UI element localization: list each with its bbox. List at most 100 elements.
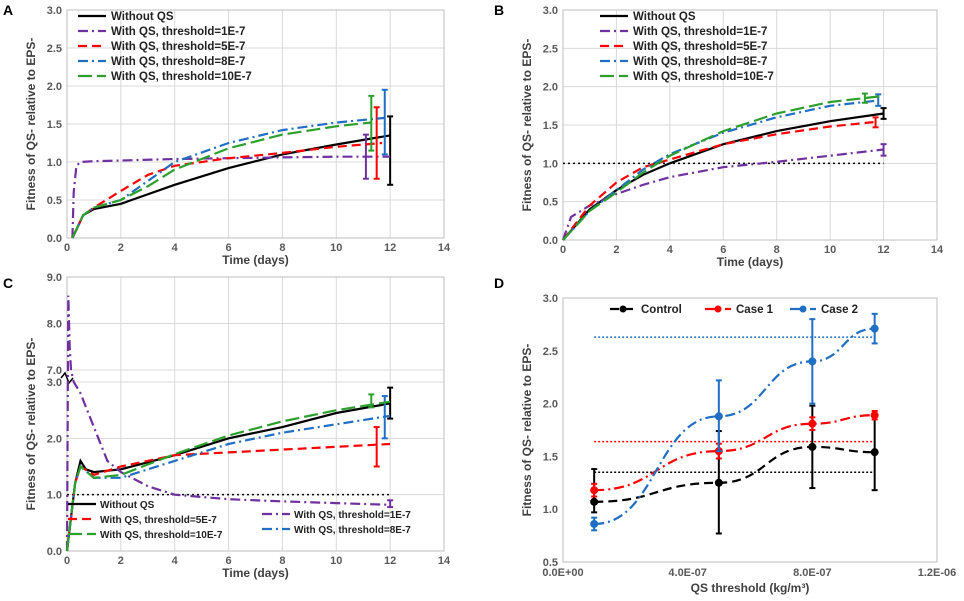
panel-c-legend-label: With QS, threshold=5E-7 <box>100 515 217 526</box>
panel-a-xtick-label: 12 <box>384 242 396 254</box>
panel-label-b: B <box>494 2 504 18</box>
panel-c-legend-label: With QS, threshold=10E-7 <box>100 530 223 541</box>
panel-b-y-axis-label: Fitness of QS- relative to EPS- <box>520 39 534 212</box>
panel-a-ytick-label: 0.0 <box>47 233 62 245</box>
panel-d-x-axis-label: QS threshold (kg/m³) <box>691 581 810 595</box>
panel-d-series-case-2-point <box>714 412 723 421</box>
panel-b-ytick-label: 0.5 <box>543 197 558 209</box>
panel-b-xtick-label: 6 <box>720 244 726 256</box>
panel-d-y-axis-label: Fitness of QS- relative to EPS- <box>520 344 534 517</box>
panel-b-series-with-qs-threshold-1e-7 <box>561 148 884 241</box>
panel-b-ytick-label: 0.0 <box>543 235 558 247</box>
panel-a-ytick-label: 3.0 <box>47 5 62 17</box>
panel-d-ytick-label: 1.0 <box>543 504 558 516</box>
panel-d-chart: 0.5 1.0 1.5 2.0 2.5 3.0 0.0E+00 4.0E-07 8.0E-07 1… <box>520 293 956 595</box>
panel-a-xtick-label: 0 <box>64 242 70 254</box>
panel-b-xtick-label: 8 <box>774 244 780 256</box>
panel-d-legend-label: Case 1 <box>736 304 774 316</box>
panel-d-legend-label: Case 2 <box>821 304 858 316</box>
panel-b-plot-border <box>562 9 938 241</box>
panel-d-ytick-label: 1.5 <box>543 451 558 463</box>
panel-c-xtick-label: 8 <box>279 555 285 567</box>
panel-c-series-without-qs <box>65 402 391 552</box>
panel-a-ytick-label: 2.0 <box>47 81 62 93</box>
panel-a-xtick-label: 10 <box>330 242 342 254</box>
panel-b-legend-label: With QS, threshold=10E-7 <box>633 71 774 83</box>
panel-b-legend-label: With QS, threshold=5E-7 <box>633 41 767 53</box>
panel-d-ytick-label: 3.0 <box>543 293 558 305</box>
panel-b-series-with-qs-threshold-10e-7 <box>562 94 884 241</box>
panel-b-ytick-label: 2.0 <box>543 82 558 94</box>
panel-b-legend-label: With QS, threshold=8E-7 <box>633 56 767 68</box>
panel-d-series-case-1-point <box>590 486 599 495</box>
panel-c-legend-label: Without QS <box>100 500 155 511</box>
panel-d-series-control <box>594 445 875 503</box>
panel-a-ytick-label: 2.5 <box>47 43 62 55</box>
panel-d-legend-marker <box>714 305 722 313</box>
panel-c-ytick-label: 1.0 <box>47 490 62 502</box>
panel-d-xtick-label: 0.0E+00 <box>542 567 583 579</box>
panel-c-axis-break-mark <box>60 371 74 385</box>
panel-c-ytick-label: 2.0 <box>47 433 62 445</box>
panel-a-legend-label: With QS, threshold=1E-7 <box>111 26 245 38</box>
panel-a-xtick-label: 8 <box>279 242 285 254</box>
panel-d-series-control-point <box>590 497 599 506</box>
panel-d-ytick-label: 2.5 <box>543 346 558 358</box>
panel-c-xtick-label: 10 <box>330 555 342 567</box>
panel-c-chart: 0.0 1.0 2.0 3.07.0 8.0 9.0 0 2 4 6 8 10 12 14 Time (da… <box>24 272 451 580</box>
panel-c-series-with-qs-threshold-1e-7 <box>65 295 391 552</box>
panel-b-series-with-qs-threshold-5e-7 <box>562 120 876 241</box>
panel-c-xtick-label: 0 <box>64 555 70 567</box>
panel-c-series-with-qs-threshold-8e-7 <box>65 414 391 552</box>
panel-b-xtick-label: 14 <box>931 244 944 256</box>
panel-b-series-without-qs <box>562 112 884 241</box>
panel-a-legend-label: Without QS <box>111 11 174 23</box>
panel-d-legend-marker <box>799 305 807 313</box>
panel-a-plot-border <box>66 9 445 239</box>
panel-c-ytick-label: 9.0 <box>47 272 62 284</box>
panel-b-legend-label: Without QS <box>633 11 696 23</box>
panel-d-ytick-label: 0.5 <box>543 557 558 569</box>
panel-c-ytick-label: 3.0 <box>47 377 62 389</box>
panel-b-ytick-label: 1.0 <box>543 158 558 170</box>
panel-c-series-with-qs-threshold-10e-7 <box>65 400 391 552</box>
panel-d-series-case-1 <box>594 414 875 492</box>
panel-c-xtick-label: 2 <box>118 555 124 567</box>
panel-label-a: A <box>3 2 13 18</box>
panel-label-d: D <box>494 275 504 291</box>
panel-a-legend-label: With QS, threshold=8E-7 <box>111 56 245 68</box>
panel-c-xtick-label: 6 <box>226 555 232 567</box>
panel-a-xtick-label: 4 <box>172 242 179 254</box>
panel-c-xtick-label: 4 <box>172 555 179 567</box>
panel-b-chart: 0.0 0.5 1.0 1.5 2.0 2.5 3.0 0 2 4 6 8 10 12 14 Time (da… <box>520 5 944 269</box>
panel-b-x-axis-label: Time (days) <box>717 255 783 269</box>
panel-b-series-with-qs-threshold-8e-7 <box>562 99 879 241</box>
panel-a-y-axis-label: Fitness of QS- relative to EPS- <box>24 38 38 211</box>
panel-a-ytick-label: 0.5 <box>47 195 62 207</box>
panel-d-xtick-label: 4.0E-07 <box>668 567 707 579</box>
panel-a-xtick-label: 14 <box>438 242 451 254</box>
panel-c-y-axis-label: Fitness of QS- relative to EPS- <box>24 338 38 511</box>
panel-c-x-axis-label: Time (days) <box>222 566 288 580</box>
panel-d-series-case-2 <box>594 327 875 526</box>
panel-d-series-control-point <box>870 448 879 457</box>
panel-b-xtick-label: 0 <box>560 244 566 256</box>
panel-b-xtick-label: 10 <box>824 244 836 256</box>
panel-a-chart: 0.0 0.5 1.0 1.5 2.0 2.5 3.0 0 2 4 6 8 10 12 14 Time (da… <box>24 5 451 267</box>
panel-c-ytick-label: 0.0 <box>47 546 62 558</box>
panel-b-xtick-label: 12 <box>877 244 889 256</box>
panel-d-series-case-2-point <box>590 519 599 528</box>
panel-b-xtick-label: 4 <box>667 244 674 256</box>
panel-b-ytick-label: 3.0 <box>543 5 558 17</box>
panel-c-xtick-label: 14 <box>438 555 451 567</box>
panel-b-ytick-label: 2.5 <box>543 43 558 55</box>
panel-d-series-case-1-point <box>870 411 879 420</box>
panel-d-xtick-label: 8.0E-07 <box>793 567 832 579</box>
panel-a-xtick-label: 6 <box>226 242 232 254</box>
panel-a-series-with-qs-threshold-10e-7 <box>71 121 372 239</box>
panel-a-xtick-label: 2 <box>118 242 124 254</box>
panel-d-legend-label: Control <box>641 304 682 316</box>
panel-d-xtick-label: 1.2E-06 <box>918 567 957 579</box>
panel-d-series-control-point <box>714 478 723 487</box>
panel-a-ytick-label: 1.0 <box>47 157 62 169</box>
